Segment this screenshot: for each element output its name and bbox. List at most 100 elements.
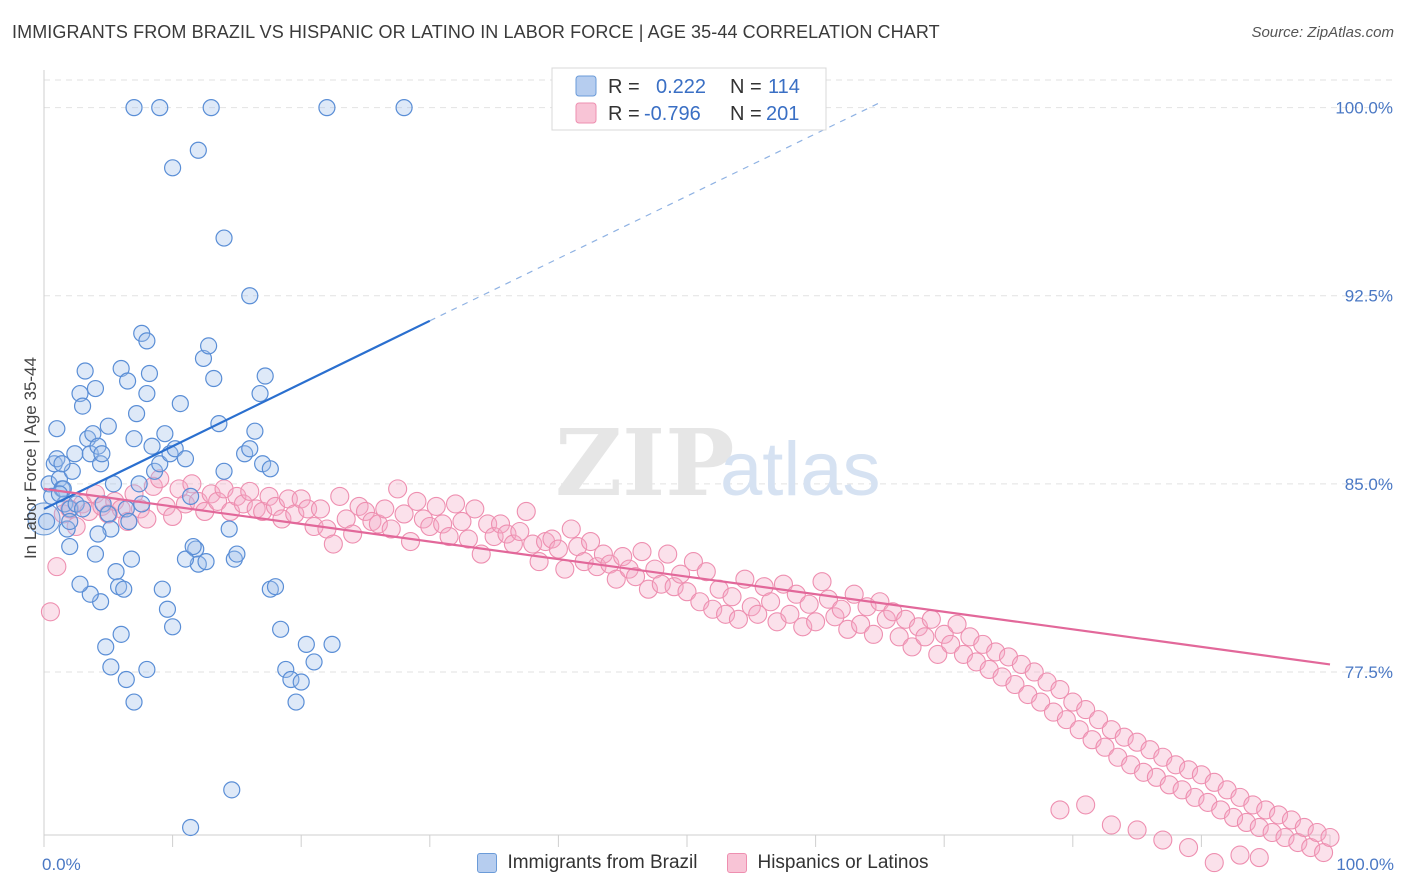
point-brazil xyxy=(194,349,213,368)
point-hispanics xyxy=(1224,807,1244,827)
bottom-legend-swatch-blue xyxy=(477,853,498,873)
point-brazil xyxy=(197,553,215,571)
point-hispanics xyxy=(1005,674,1025,695)
point-brazil xyxy=(292,673,310,691)
point-hispanics xyxy=(1307,822,1327,843)
point-hispanics xyxy=(1178,760,1199,780)
point-hispanics xyxy=(728,609,748,629)
point-hispanics xyxy=(1275,827,1295,848)
point-brazil xyxy=(125,430,143,448)
point-brazil xyxy=(153,580,171,598)
point-brazil xyxy=(246,422,264,440)
legend-r-value-1: 0.222 xyxy=(656,76,706,98)
point-hispanics xyxy=(986,642,1006,662)
point-hispanics xyxy=(1185,787,1205,807)
point-brazil xyxy=(112,625,130,643)
point-brazil xyxy=(223,781,241,799)
point-hispanics xyxy=(381,519,401,539)
point-hispanics xyxy=(259,486,279,506)
point-brazil xyxy=(81,585,99,603)
point-brazil xyxy=(151,99,169,117)
point-brazil xyxy=(236,445,254,463)
trend-lines xyxy=(43,102,1331,666)
point-brazil xyxy=(241,440,259,458)
point-hispanics xyxy=(516,501,536,521)
bottom-legend-swatch-pink xyxy=(727,853,748,873)
point-hispanics xyxy=(664,577,684,597)
point-hispanics xyxy=(1101,815,1121,835)
point-brazil xyxy=(189,141,207,159)
y-tick-labels: 100.0% 92.5% 85.0% 77.5% xyxy=(1335,99,1393,682)
point-brazil xyxy=(225,550,243,568)
point-brazil xyxy=(323,635,341,653)
point-hispanics xyxy=(182,474,202,494)
watermark-atlas: atlas xyxy=(720,427,881,512)
x-tick-max: 100.0% xyxy=(1336,855,1394,874)
point-brazil xyxy=(102,658,120,676)
bottom-legend-brazil: Immigrants from Brazil xyxy=(477,852,697,874)
point-brazil xyxy=(99,505,117,523)
point-hispanics xyxy=(343,524,363,544)
point-brazil xyxy=(117,670,135,689)
point-brazil xyxy=(61,537,79,556)
point-brazil xyxy=(176,550,195,568)
point-brazil xyxy=(200,337,218,355)
point-hispanics xyxy=(407,491,427,511)
point-hispanics xyxy=(761,592,781,612)
watermark: ZIP atlas xyxy=(555,409,881,517)
point-brazil xyxy=(125,693,143,711)
point-hispanics xyxy=(1076,700,1096,720)
point-hispanics xyxy=(310,499,331,519)
point-brazil xyxy=(215,229,233,247)
point-hispanics xyxy=(806,612,826,632)
y-tick-label: 92.5% xyxy=(1345,287,1393,306)
point-hispanics xyxy=(941,634,961,654)
point-hispanics xyxy=(375,499,395,519)
point-brazil xyxy=(241,287,259,305)
point-brazil xyxy=(71,575,89,593)
point-hispanics xyxy=(716,604,736,624)
point-brazil xyxy=(115,580,133,598)
point-hispanics xyxy=(40,602,60,622)
point-brazil xyxy=(84,425,102,443)
point-brazil xyxy=(151,455,169,473)
point-hispanics xyxy=(555,559,575,579)
point-brazil xyxy=(48,450,66,468)
point-hispanics xyxy=(677,582,697,602)
point-hispanics xyxy=(1159,775,1179,795)
point-hispanics xyxy=(1236,812,1256,833)
point-brazil xyxy=(182,487,200,505)
point-brazil xyxy=(97,638,115,656)
point-brazil xyxy=(176,450,195,468)
point-hispanics xyxy=(638,579,658,599)
point-brazil xyxy=(125,99,143,117)
point-hispanics xyxy=(400,531,421,552)
legend-n-value-2: 201 xyxy=(766,103,799,125)
point-brazil xyxy=(76,362,94,380)
point-hispanics xyxy=(580,531,601,552)
point-hispanics xyxy=(741,597,761,617)
point-hispanics xyxy=(130,499,150,519)
legend-box: R = 0.222 N = 114 R = -0.796 N = 201 xyxy=(551,67,827,131)
point-brazil xyxy=(164,159,182,177)
point-brazil xyxy=(318,99,336,117)
x-tick-min: 0.0% xyxy=(42,855,81,874)
legend-n-value-1: 114 xyxy=(768,76,800,98)
point-brazil xyxy=(61,512,79,531)
point-brazil xyxy=(171,394,189,413)
point-brazil xyxy=(71,384,89,403)
point-brazil xyxy=(202,99,220,117)
point-hispanics xyxy=(921,609,941,629)
point-brazil xyxy=(287,693,305,711)
point-hispanics xyxy=(510,521,530,542)
point-hispanics xyxy=(838,619,858,639)
point-hispanics xyxy=(445,494,466,514)
point-hispanics xyxy=(1069,720,1089,740)
series-brazil-points xyxy=(27,99,413,837)
point-brazil xyxy=(277,660,295,679)
point-brazil xyxy=(228,545,246,563)
point-hispanics xyxy=(458,529,478,549)
point-hispanics xyxy=(1204,853,1224,873)
point-hispanics xyxy=(349,496,369,516)
